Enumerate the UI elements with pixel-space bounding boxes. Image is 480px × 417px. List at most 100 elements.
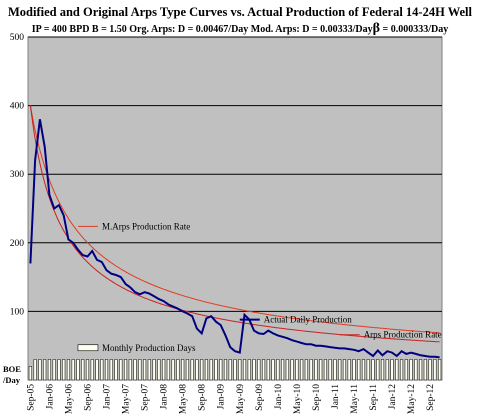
days-bar (352, 359, 356, 381)
days-bar (376, 359, 380, 381)
days-bar (171, 359, 175, 381)
y-tick-label: 400 (10, 102, 25, 112)
x-tick-label: Jan-11 (331, 384, 341, 409)
monthly-days-bars (28, 359, 442, 381)
days-bar (181, 359, 185, 381)
days-bar (238, 359, 242, 381)
days-bar (204, 359, 209, 381)
days-bar (176, 359, 180, 381)
legend-days-label: Monthly Production Days (102, 343, 196, 353)
days-bar (371, 359, 375, 381)
days-bar (338, 359, 342, 381)
x-tick-label: May-07 (122, 384, 132, 414)
days-bar (133, 359, 137, 381)
days-bar (385, 359, 389, 381)
days-bar (247, 359, 251, 381)
x-tick-label: Sep-07 (141, 384, 151, 411)
actual-production-line (29, 119, 440, 359)
mod-arps-curve (29, 105, 440, 334)
subtitle-beta-symbol: β (372, 21, 381, 36)
days-bar (162, 359, 166, 381)
days-bar (419, 359, 423, 381)
days-bar (390, 359, 394, 381)
days-bar (47, 359, 51, 381)
days-bar (90, 359, 94, 381)
days-bar (409, 359, 413, 381)
x-tick-label: Sep-10 (312, 384, 322, 411)
x-tick-label: Sep-09 (255, 384, 265, 411)
days-bar (38, 359, 42, 381)
days-bar (57, 359, 61, 381)
y-tick-label: 100 (10, 307, 25, 317)
legend-arps-label: Arps Production Rate (364, 330, 442, 340)
y-tick-label: 200 (10, 239, 25, 249)
days-bar (104, 359, 109, 381)
days-bar (209, 359, 213, 381)
x-tick-label: May-10 (293, 384, 303, 414)
days-bar (276, 359, 280, 381)
days-bar (295, 359, 299, 381)
days-bar (76, 359, 80, 381)
days-bar (361, 359, 366, 381)
days-bar (52, 359, 56, 381)
days-bar (323, 359, 327, 381)
x-tick-label: Sep-05 (26, 384, 36, 411)
x-tick-label: Jan-10 (274, 384, 284, 410)
days-bar (43, 359, 47, 381)
days-bar (200, 359, 204, 381)
series-labels: M.Arps Production Rate Actual Daily Produ… (77, 221, 442, 353)
days-bar (28, 366, 32, 381)
days-bar (143, 359, 147, 381)
days-bar (119, 359, 123, 381)
x-tick-label: Sep-12 (426, 384, 436, 411)
x-tick-label: Sep-06 (83, 384, 93, 411)
days-bar (128, 359, 132, 381)
days-bar (271, 359, 275, 381)
days-bar (300, 359, 304, 381)
days-bar (190, 359, 194, 381)
x-tick-label: May-09 (236, 384, 246, 414)
y-axis-unit-line2: /Day (2, 375, 21, 385)
days-bar (85, 359, 90, 381)
days-bar (366, 359, 370, 381)
days-bar (309, 359, 313, 381)
days-bar (95, 359, 99, 381)
curves (29, 105, 440, 359)
x-tick-label: May-12 (407, 384, 417, 414)
days-bar (242, 359, 247, 381)
days-bar (166, 359, 170, 381)
x-tick-label: May-06 (64, 384, 74, 414)
days-bar (214, 359, 218, 381)
days-bar (228, 359, 232, 381)
days-bar (114, 359, 118, 381)
legend-actual-label: Actual Daily Production (264, 315, 352, 325)
days-bar (319, 359, 323, 381)
x-tick-label: Jan-12 (388, 384, 398, 410)
days-bar (314, 359, 318, 381)
y-axis-unit-line1: BOE (3, 364, 21, 374)
days-bar (423, 359, 427, 381)
days-bar (33, 359, 37, 381)
days-bar (138, 359, 142, 381)
days-bar (438, 359, 442, 381)
days-bar (195, 359, 199, 381)
x-tick-label: Jan-07 (103, 384, 113, 410)
subtitle-params: IP = 400 BPD B = 1.50 Org. Arps: D = 0.0… (31, 24, 373, 35)
days-bar (252, 359, 256, 381)
days-bar (109, 359, 113, 381)
days-bar (71, 359, 75, 381)
plot-area (27, 36, 443, 381)
x-tick-label: May-11 (350, 384, 360, 414)
legend-mod-arps-label: M.Arps Production Rate (102, 221, 190, 231)
x-tick-label: Sep-08 (198, 384, 208, 411)
gridlines (28, 36, 442, 312)
days-bar (266, 359, 270, 381)
days-bar (285, 359, 289, 381)
chart-title: Modified and Original Arps Type Curves v… (7, 5, 473, 19)
y-tick-label: 300 (10, 170, 25, 180)
days-bar (185, 359, 189, 381)
days-bar (342, 359, 347, 381)
subtitle-beta-value: = 0.000333/Day (380, 24, 449, 35)
days-bar (333, 359, 337, 381)
days-bar (304, 359, 308, 381)
